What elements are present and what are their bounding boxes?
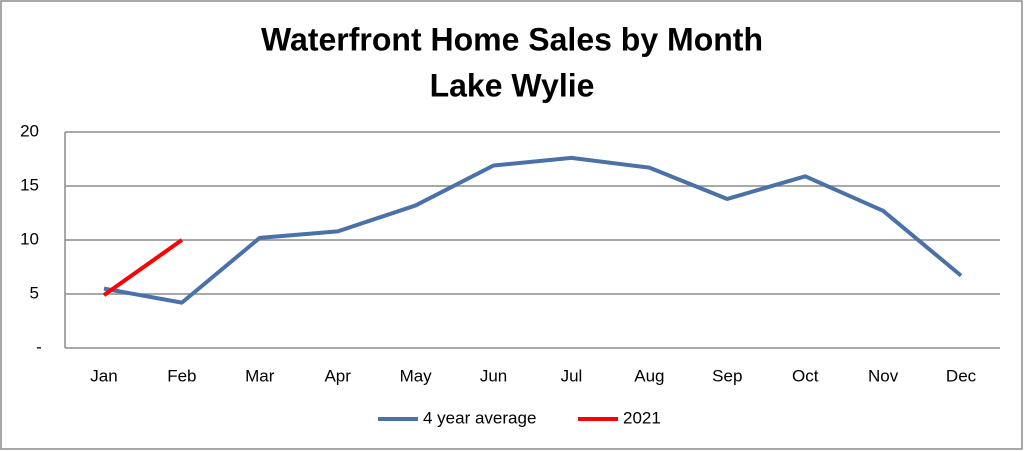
y-tick-label: 15 — [20, 175, 39, 194]
x-tick-label: Jan — [90, 366, 117, 385]
y-tick-label: 20 — [20, 121, 39, 140]
y-tick-label: 10 — [20, 229, 39, 248]
y-tick-label: 5 — [30, 283, 39, 302]
y-tick-label: - — [36, 337, 42, 356]
chart-subtitle: Lake Wylie — [430, 67, 595, 103]
x-tick-label: May — [400, 366, 433, 385]
x-tick-label: Jun — [480, 366, 507, 385]
chart-title: Waterfront Home Sales by Month — [261, 21, 763, 57]
series-line — [102, 238, 184, 297]
legend-label: 2021 — [623, 408, 661, 427]
x-tick-label: Sep — [712, 366, 742, 385]
x-tick-label: Feb — [167, 366, 196, 385]
x-tick-label: Mar — [245, 366, 275, 385]
x-tick-label: Oct — [792, 366, 819, 385]
x-tick-label: Nov — [868, 366, 899, 385]
x-tick-label: Dec — [946, 366, 977, 385]
legend-label: 4 year average — [423, 408, 536, 427]
x-tick-label: Aug — [634, 366, 664, 385]
series-line — [103, 155, 963, 305]
x-tick-label: Jul — [561, 366, 583, 385]
x-tick-label: Apr — [324, 366, 351, 385]
